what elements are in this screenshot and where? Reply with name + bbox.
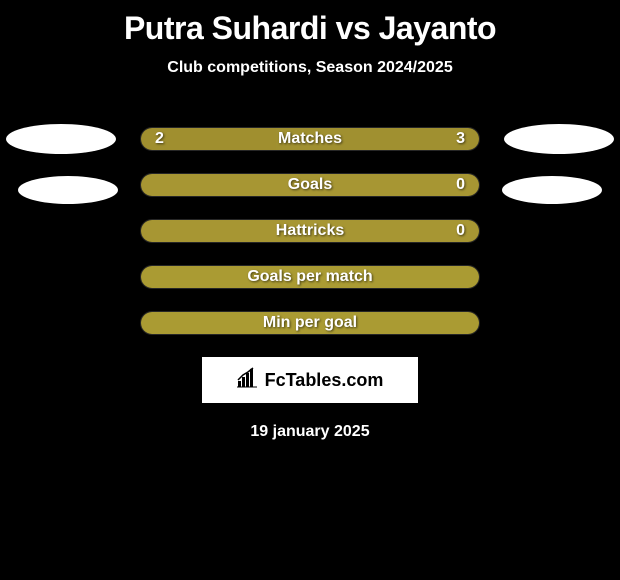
stat-bar: Hattricks 0 (140, 219, 480, 243)
stat-bar: Goals per match (140, 265, 480, 289)
page-title: Putra Suhardi vs Jayanto (0, 0, 620, 47)
stat-value-right: 0 (456, 176, 465, 194)
stat-row: Goals per match (10, 265, 610, 289)
stat-label: Min per goal (263, 314, 357, 332)
source-logo-text: FcTables.com (265, 370, 384, 391)
stat-label: Goals per match (247, 268, 372, 286)
stat-row: Min per goal (10, 311, 610, 335)
stat-label: Matches (278, 130, 342, 148)
stat-bar: Min per goal (140, 311, 480, 335)
stat-row: Hattricks 0 (10, 219, 610, 243)
stat-bar: Matches 2 3 (140, 127, 480, 151)
stat-label: Hattricks (276, 222, 344, 240)
stat-value-left: 2 (155, 130, 164, 148)
stat-row: Matches 2 3 (10, 127, 610, 151)
stat-bar: Goals 0 (140, 173, 480, 197)
chart-icon (237, 367, 261, 394)
page-subtitle: Club competitions, Season 2024/2025 (0, 59, 620, 77)
stat-row: Goals 0 (10, 173, 610, 197)
stat-label: Goals (288, 176, 332, 194)
stat-value-right: 0 (456, 222, 465, 240)
date-text: 19 january 2025 (0, 423, 620, 441)
source-logo: FcTables.com (202, 357, 418, 403)
stats-list: Matches 2 3 Goals 0 Hattricks 0 Goals per match… (0, 127, 620, 335)
stat-value-right: 3 (456, 130, 465, 148)
comparison-infographic: Putra Suhardi vs Jayanto Club competitio… (0, 0, 620, 580)
